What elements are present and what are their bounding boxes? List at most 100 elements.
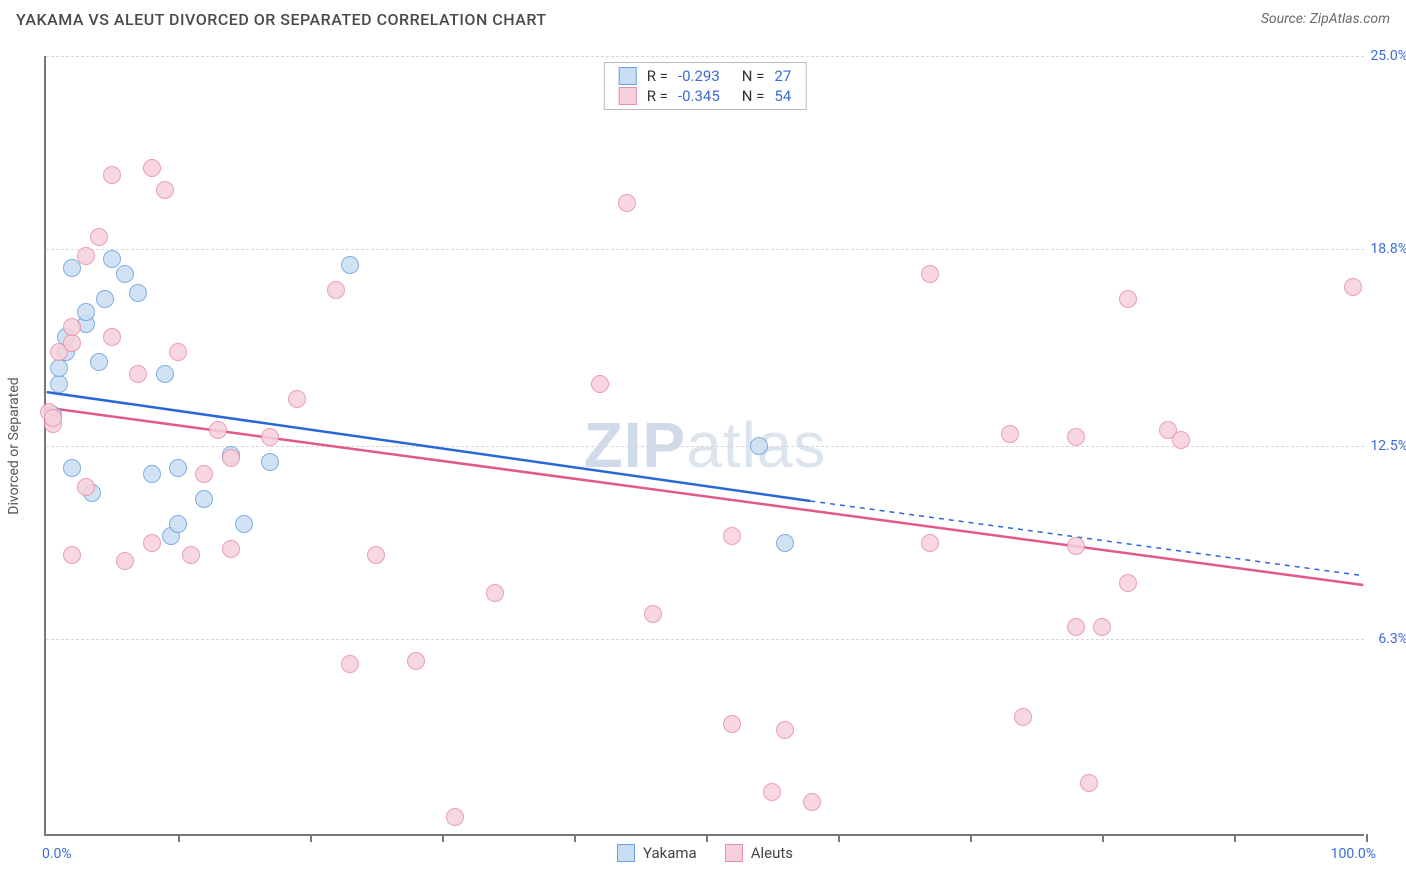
data-point-yakama [235,515,253,533]
data-point-yakama [50,359,68,377]
data-point-yakama [129,284,147,302]
data-point-aleuts [1067,428,1085,446]
series-legend: Yakama Aleuts [617,844,793,862]
y-tick-label: 6.3% [1368,631,1406,647]
data-point-aleuts [103,166,121,184]
x-tick [1234,834,1236,842]
data-point-aleuts [1014,708,1032,726]
data-point-aleuts [327,281,345,299]
chart-title: YAKAMA VS ALEUT DIVORCED OR SEPARATED CO… [16,10,547,29]
data-point-aleuts [921,265,939,283]
data-point-aleuts [763,783,781,801]
data-point-aleuts [63,334,81,352]
data-point-aleuts [921,534,939,552]
legend-swatch-yakama [617,844,635,862]
x-axis-max-label: 100.0% [1331,846,1376,862]
y-tick-label: 18.8% [1368,241,1406,257]
data-point-aleuts [209,421,227,439]
data-point-aleuts [169,343,187,361]
legend-item-yakama: Yakama [617,844,697,862]
swatch-yakama [619,67,637,85]
n-label: N = [742,67,765,85]
data-point-aleuts [723,527,741,545]
data-point-aleuts [77,247,95,265]
data-point-aleuts [63,546,81,564]
data-point-aleuts [803,793,821,811]
data-point-yakama [90,353,108,371]
r-label: R = [647,67,668,85]
data-point-aleuts [129,365,147,383]
x-tick [838,834,840,842]
y-tick-label: 25.0% [1368,48,1406,64]
data-point-aleuts [103,328,121,346]
data-point-aleuts [776,721,794,739]
data-point-yakama [169,459,187,477]
data-point-yakama [195,490,213,508]
n-label: N = [742,87,765,105]
x-tick [970,834,972,842]
x-tick [706,834,708,842]
data-point-yakama [77,303,95,321]
trend-line-yakama [47,392,811,501]
n-value: 27 [774,67,791,85]
data-point-aleuts [446,808,464,826]
data-point-yakama [96,290,114,308]
data-point-aleuts [116,552,134,570]
x-tick [1366,834,1368,842]
r-value: -0.293 [678,67,720,85]
data-point-yakama [116,265,134,283]
data-point-yakama [143,465,161,483]
data-point-aleuts [486,584,504,602]
data-point-aleuts [1001,425,1019,443]
data-point-aleuts [143,159,161,177]
trend-lines [46,56,1364,834]
r-label: R = [647,87,668,105]
data-point-aleuts [1119,290,1137,308]
legend-label: Yakama [643,844,697,862]
scatter-plot: ZIPatlas R =-0.293N =27R =-0.345N =54 Ya… [44,56,1364,836]
x-tick [574,834,576,842]
legend-label: Aleuts [751,844,793,862]
data-point-aleuts [1172,431,1190,449]
data-point-yakama [156,365,174,383]
x-tick [1102,834,1104,842]
r-value: -0.345 [678,87,720,105]
data-point-aleuts [77,478,95,496]
data-point-aleuts [1093,618,1111,636]
x-tick [310,834,312,842]
legend-item-aleuts: Aleuts [725,844,793,862]
data-point-yakama [103,250,121,268]
data-point-aleuts [1119,574,1137,592]
data-point-aleuts [367,546,385,564]
data-point-aleuts [288,390,306,408]
data-point-aleuts [341,655,359,673]
data-point-aleuts [644,605,662,623]
data-point-yakama [50,375,68,393]
data-point-yakama [261,453,279,471]
x-tick [178,834,180,842]
stats-legend: R = -0.293 N = 27 R = -0.345 N = 54 [604,62,807,110]
data-point-aleuts [407,652,425,670]
trend-line-dashed-yakama [810,501,1363,576]
swatch-aleuts [619,87,637,105]
data-point-yakama [63,459,81,477]
data-point-yakama [341,256,359,274]
n-value: 54 [774,87,791,105]
y-axis-label: Divorced or Separated [6,377,22,514]
data-point-aleuts [182,546,200,564]
data-point-aleuts [44,409,62,427]
stats-row-yakama: R = -0.293 N = 27 [619,67,792,85]
data-point-aleuts [222,540,240,558]
data-point-aleuts [195,465,213,483]
legend-swatch-aleuts [725,844,743,862]
data-point-aleuts [261,428,279,446]
data-point-aleuts [143,534,161,552]
data-point-yakama [750,437,768,455]
data-point-aleuts [723,715,741,733]
data-point-aleuts [591,375,609,393]
data-point-aleuts [222,449,240,467]
data-point-aleuts [156,181,174,199]
x-tick [442,834,444,842]
x-axis-min-label: 0.0% [42,846,72,862]
data-point-yakama [169,515,187,533]
